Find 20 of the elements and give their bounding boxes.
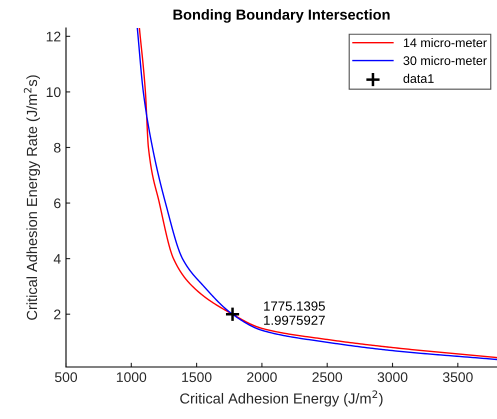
- x-tick-label: 2500: [312, 372, 342, 382]
- x-tick-label: 2000: [247, 372, 277, 382]
- y-axis-title: Critical Adhesion Energy Rate (J/m$^{2}$s): [24, 75, 40, 320]
- chart-title: Bonding Boundary Intersection: [174, 9, 390, 23]
- y-tick-label: 4: [54, 254, 61, 264]
- x-tick-label: 1000: [116, 372, 146, 382]
- annotation: 1775.1395 1.9975927: [264, 301, 325, 325]
- y-tick-label: 6: [54, 198, 61, 208]
- x-axis-title: Critical Adhesion Energy (J/m$^{2}$): [180, 390, 383, 407]
- y-tick-label: 12: [46, 32, 60, 42]
- x-tick-label: 1500: [182, 372, 212, 382]
- x-tick-label: 500: [54, 372, 78, 382]
- y-tick-label: 2: [54, 310, 60, 320]
- legend-label: 14 micro-meter: [404, 38, 487, 48]
- y-tick-label: 8: [54, 142, 61, 153]
- x-tick-label: 3000: [378, 372, 408, 382]
- x-tick-label: 3500: [442, 372, 473, 382]
- legend-label: data1: [403, 74, 434, 83]
- y-tick-label: 10: [46, 87, 61, 98]
- legend-label: 30 micro-meter: [403, 56, 487, 66]
